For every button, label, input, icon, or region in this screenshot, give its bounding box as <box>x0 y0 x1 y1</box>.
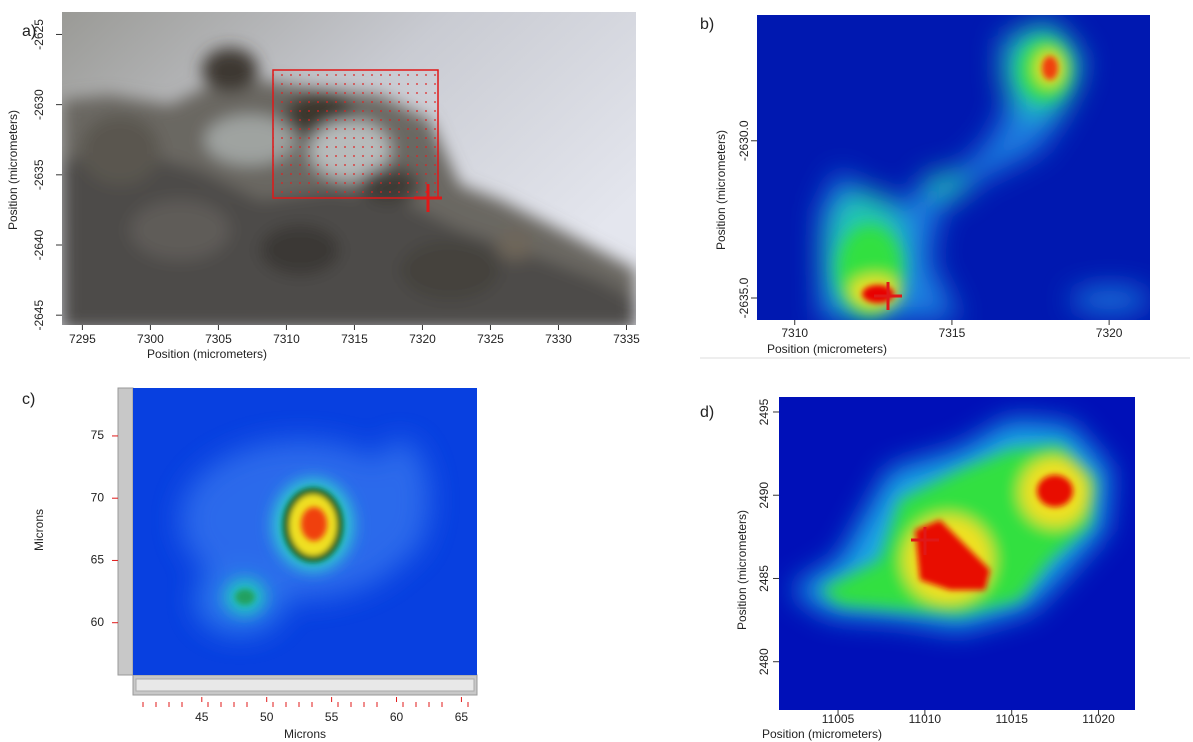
x-tick-label: 7310 <box>781 326 808 340</box>
y-tick-label: -2645 <box>32 300 46 331</box>
y-tick-label: 70 <box>91 490 105 504</box>
panel-label: c) <box>22 391 35 408</box>
y-axis-label: Position (micrometers) <box>714 130 728 250</box>
panel-label: b) <box>700 16 714 33</box>
x-tick-label: 7325 <box>477 332 504 346</box>
x-tick-label: 7305 <box>205 332 232 346</box>
minor-ticks <box>142 702 469 707</box>
y-tick-label: -2635.0 <box>737 277 751 318</box>
y-tick-label: -2640 <box>32 229 46 260</box>
axes: a) Position (micrometers) Position (microm… <box>6 16 1123 741</box>
x-axis-label: Position (micrometers) <box>767 342 887 356</box>
micrograph <box>62 12 636 325</box>
x-tick-label: 11005 <box>822 712 855 726</box>
heatmap-image <box>133 388 477 675</box>
x-tick-label: 60 <box>390 710 404 724</box>
y-tick-label: -2625 <box>32 19 46 50</box>
panel-label: a) <box>22 23 36 40</box>
x-tick-label: 50 <box>260 710 274 724</box>
v-scrollbar <box>117 387 134 676</box>
y-tick-label: 2485 <box>757 565 771 592</box>
panel-label: d) <box>700 404 714 421</box>
y-tick-label: 2490 <box>757 482 771 509</box>
x-tick-label: 7315 <box>341 332 368 346</box>
x-tick-label: 7300 <box>137 332 164 346</box>
y-axis-label: Microns <box>32 509 46 551</box>
y-tick-label: 60 <box>91 615 105 629</box>
y-axis-label: Position (micrometers) <box>735 510 749 630</box>
y-axis-label: Position (micrometers) <box>6 110 20 230</box>
y-tick-label: 2495 <box>757 398 771 425</box>
y-tick-label: -2635 <box>32 159 46 190</box>
y-tick-label: -2630 <box>32 89 46 120</box>
x-tick-label: 65 <box>455 710 469 724</box>
x-axis-label: Microns <box>284 727 326 741</box>
heatmap-image <box>779 397 1135 710</box>
heatmap-image <box>757 15 1150 320</box>
y-tick-label: 75 <box>91 428 105 442</box>
y-tick-label: 2480 <box>757 648 771 675</box>
x-tick-label: 11020 <box>1082 712 1115 726</box>
y-tick-label: 65 <box>91 553 105 567</box>
x-tick-label: 55 <box>325 710 339 724</box>
y-tick-label: -2630.0 <box>737 120 751 161</box>
x-axis-label: Position (micrometers) <box>147 347 267 361</box>
x-tick-label: 11015 <box>995 712 1028 726</box>
x-tick-label: 7330 <box>545 332 572 346</box>
x-tick-label: 7310 <box>273 332 300 346</box>
x-tick-label: 7320 <box>409 332 436 346</box>
x-tick-label: 11010 <box>909 712 942 726</box>
x-tick-label: 45 <box>195 710 209 724</box>
x-tick-label: 7320 <box>1096 326 1123 340</box>
x-tick-label: 7315 <box>939 326 966 340</box>
x-axis-label: Position (micrometers) <box>762 727 882 741</box>
x-tick-label: 7335 <box>613 332 640 346</box>
x-tick-label: 7295 <box>69 332 96 346</box>
